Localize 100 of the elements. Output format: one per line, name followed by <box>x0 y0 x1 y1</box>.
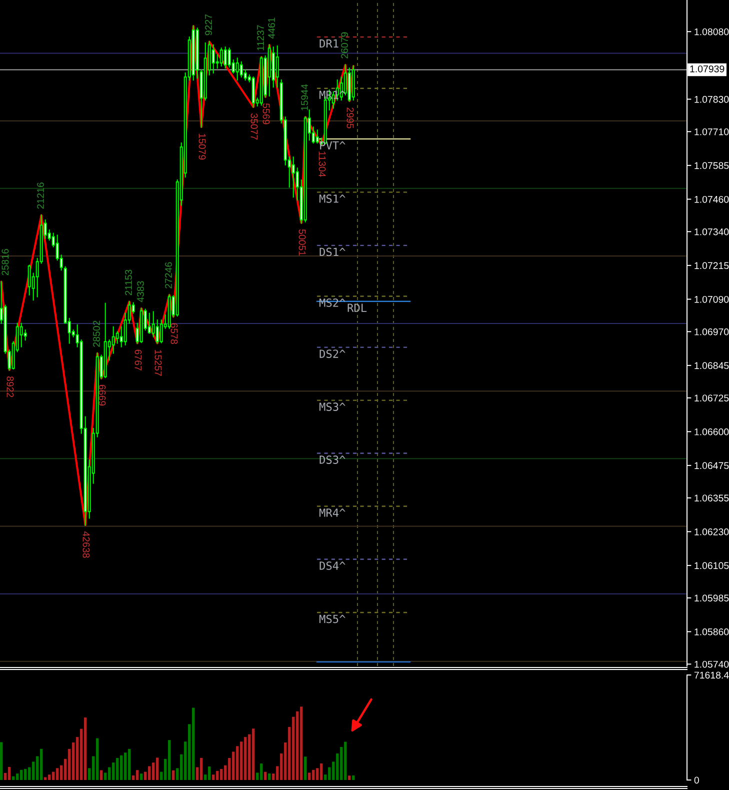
bar <box>252 728 255 780</box>
y-tick-label: 1.07830 <box>694 96 729 103</box>
bar <box>148 766 151 780</box>
candlestick <box>212 44 215 74</box>
bar <box>20 770 23 780</box>
bar <box>140 774 143 780</box>
bar <box>308 772 311 780</box>
annotation: 26079 <box>341 32 348 58</box>
annotation: 2995 <box>346 108 354 128</box>
bar <box>344 742 347 780</box>
bar <box>40 748 43 780</box>
annotation: 11304 <box>318 152 326 177</box>
annotation: 15944 <box>301 84 308 110</box>
annotation: 21153 <box>125 270 132 296</box>
y-tick-label: 1.06475 <box>694 462 729 470</box>
candlestick <box>292 156 295 198</box>
bar <box>260 764 263 780</box>
ref-line-label: DS4^ <box>320 561 346 570</box>
bar <box>0 742 3 780</box>
ref-line-label: RDL <box>348 304 367 312</box>
bar <box>320 763 323 780</box>
y-tick-label: 1.07460 <box>694 196 729 203</box>
bar <box>120 755 123 780</box>
ref-line-label: MS3^ <box>319 402 346 411</box>
bar <box>168 740 171 780</box>
candlestick <box>316 130 319 144</box>
annotation: 4383 <box>137 281 144 302</box>
annotation: 1.07939 <box>690 65 724 72</box>
candlestick <box>224 46 227 69</box>
annotation: 42638 <box>82 531 90 558</box>
bar <box>16 774 19 780</box>
annotation: 11237 <box>257 25 264 50</box>
annotation: 6767 <box>134 350 142 370</box>
annotation: 27246 <box>165 262 172 288</box>
bar <box>24 769 27 780</box>
bar <box>208 766 211 780</box>
bar <box>52 772 55 780</box>
annotation: 15257 <box>154 350 162 376</box>
candlestick <box>28 264 31 296</box>
annotation: 5569 <box>262 103 270 124</box>
annotation: 35077 <box>250 113 258 140</box>
annotation: 28502 <box>93 320 100 347</box>
bar <box>84 717 87 780</box>
candlestick <box>148 312 151 334</box>
candlestick <box>116 331 119 344</box>
ref-line-label: DS1^ <box>320 248 346 256</box>
y-tick-label: 0 <box>694 776 699 784</box>
ref-line-label: MR4^ <box>319 508 346 517</box>
candlestick <box>20 322 23 348</box>
annotation: 8922 <box>6 376 14 398</box>
annotation: 21216 <box>37 182 44 209</box>
bar <box>216 770 219 780</box>
y-tick-label: 1.08080 <box>694 28 729 36</box>
y-tick-label: 1.06355 <box>694 494 729 502</box>
annotation: 9227 <box>205 14 212 36</box>
bar <box>12 776 15 780</box>
bar <box>192 708 195 780</box>
candlestick <box>112 326 115 354</box>
y-tick-label: 1.07710 <box>694 128 729 136</box>
bar <box>56 768 59 780</box>
annotation: 50051 <box>298 229 306 256</box>
y-tick-label: 1.07215 <box>694 262 729 270</box>
annotation: 6669 <box>98 384 106 406</box>
y-tick-label: 1.06230 <box>694 528 729 536</box>
annotation: 25816 <box>2 249 9 276</box>
y-tick-label: 71618.4 <box>694 672 729 679</box>
y-tick-label: 1.06600 <box>694 428 729 436</box>
ref-line-label: DS2^ <box>320 350 346 358</box>
bar <box>212 774 215 780</box>
bar <box>268 773 271 780</box>
bar <box>312 770 315 780</box>
y-tick-label: 1.07340 <box>694 228 729 236</box>
annotation: 6578 <box>170 323 178 344</box>
y-tick-label: 1.07585 <box>694 162 729 170</box>
bar <box>200 758 203 780</box>
bar <box>156 758 159 780</box>
candlestick <box>24 330 27 341</box>
candlestick <box>276 45 279 88</box>
bar <box>136 770 139 780</box>
bar <box>44 777 47 780</box>
bar <box>172 770 175 780</box>
ref-line-label: DR1 <box>320 39 338 48</box>
bar <box>348 776 351 780</box>
annotation: 15079 <box>198 134 206 160</box>
bar <box>128 748 131 780</box>
y-tick-label: 1.06725 <box>694 394 729 402</box>
candlestick <box>156 320 159 344</box>
y-tick-label: 1.06105 <box>694 562 729 570</box>
candlestick <box>236 58 239 81</box>
bar <box>48 774 51 780</box>
ref-line-label: PVT^ <box>320 141 346 150</box>
y-tick-label: 1.05860 <box>694 628 729 636</box>
bar <box>124 752 127 780</box>
ref-line-label: DS3^ <box>320 456 346 464</box>
bar <box>116 758 119 780</box>
candlestick <box>220 48 223 66</box>
candlestick <box>160 320 163 344</box>
bar <box>304 756 307 780</box>
y-tick-label: 1.05985 <box>694 594 729 602</box>
ref-line-label: MS5^ <box>319 614 346 624</box>
